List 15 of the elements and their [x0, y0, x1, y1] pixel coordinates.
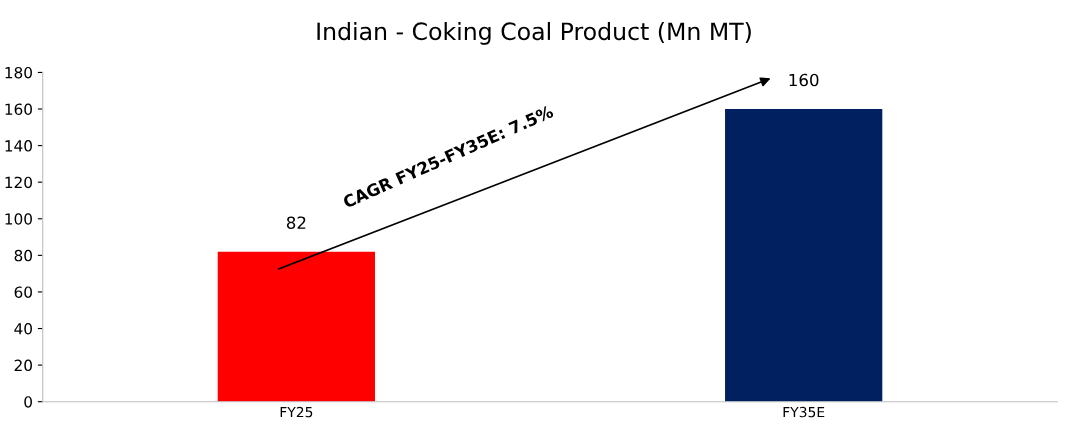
data-label: 82	[286, 216, 306, 230]
y-tick-label: 80	[14, 249, 32, 262]
data-label: 160	[789, 73, 819, 87]
y-tick-label: 100	[5, 213, 32, 225]
y-tick-label: 20	[14, 359, 32, 372]
y-tick-label: 0	[24, 396, 32, 408]
y-tick-label: 180	[5, 66, 32, 79]
y-tick-label: 60	[14, 286, 32, 298]
chart-title: Indian - Coking Coal Product (Mn MT)	[317, 21, 751, 45]
y-tick-label: 160	[5, 103, 32, 116]
y-tick-label: 120	[5, 176, 32, 189]
y-tick-label: 140	[5, 140, 32, 152]
y-tick-label: 40	[14, 322, 32, 335]
x-tick-label: FY35E	[783, 406, 825, 418]
x-tick-label: FY25	[280, 406, 313, 418]
